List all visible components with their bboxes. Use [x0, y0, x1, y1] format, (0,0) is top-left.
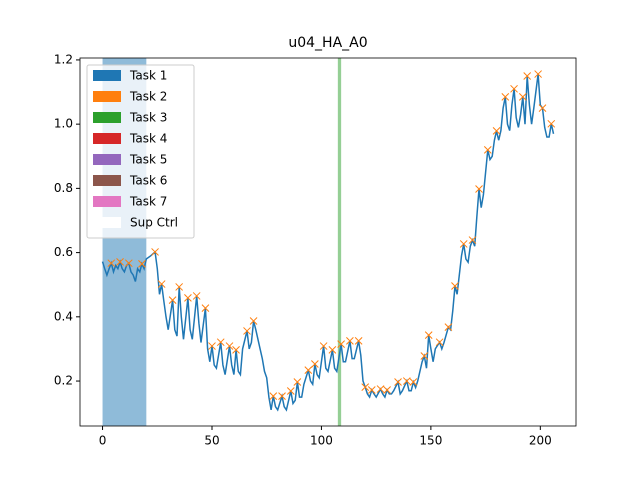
x-marker [492, 127, 501, 135]
x-marker [286, 387, 295, 395]
x-marker [157, 280, 166, 288]
x-marker [444, 323, 453, 331]
x-marker [232, 346, 240, 354]
x-marker [168, 296, 177, 304]
x-marker [501, 93, 510, 101]
x-marker [354, 337, 363, 345]
task-span [337, 58, 342, 426]
legend-label: Task 4 [129, 132, 167, 146]
legend-patch [93, 112, 121, 123]
x-marker [319, 342, 328, 350]
data-line [101, 74, 555, 412]
x-marker [538, 104, 547, 112]
x-marker [420, 352, 429, 360]
x-marker [383, 386, 391, 394]
legend-label: Task 3 [129, 111, 167, 125]
x-marker [459, 240, 468, 248]
x-marker [138, 259, 146, 268]
x-marker [304, 366, 313, 374]
x-marker [534, 70, 542, 78]
x-marker [361, 383, 370, 391]
x-marker [151, 248, 159, 256]
y-tick-label: 1.2 [54, 52, 73, 66]
axes-frame [79, 57, 577, 427]
x-tick-label: 150 [419, 434, 442, 448]
x-marker [243, 327, 251, 335]
x-marker [225, 342, 234, 350]
legend-patch [93, 91, 121, 102]
x-marker [435, 338, 444, 347]
x-marker [293, 378, 302, 386]
y-tick-label: 0.8 [54, 181, 73, 195]
x-marker [278, 392, 286, 400]
x-marker [311, 360, 319, 368]
x-marker [249, 317, 258, 325]
x-marker [451, 282, 459, 290]
y-tick-label: 0.6 [54, 245, 73, 259]
x-marker [124, 259, 133, 268]
x-tick-label: 50 [204, 434, 219, 448]
x-marker [424, 331, 433, 339]
legend-patch [93, 133, 121, 144]
x-marker [394, 378, 402, 386]
x-marker [409, 378, 418, 386]
legend-patch [93, 154, 121, 165]
x-marker [328, 346, 337, 354]
x-marker [184, 294, 192, 302]
legend-box [86, 64, 195, 239]
legend-label: Task 7 [129, 195, 167, 209]
x-marker [523, 72, 532, 80]
x-marker [216, 338, 225, 347]
x-marker [192, 292, 201, 300]
x-marker [116, 258, 124, 266]
x-marker [346, 337, 354, 345]
legend-patch [93, 175, 121, 186]
x-tick-label: 200 [529, 434, 552, 448]
x-marker [208, 342, 216, 350]
legend-label: Task 1 [129, 69, 167, 83]
y-tick-label: 0.4 [54, 309, 73, 323]
legend-label: Task 6 [129, 174, 167, 188]
x-marker [107, 259, 116, 268]
chart-title: u04_HA_A0 [288, 35, 367, 51]
legend-patch [93, 196, 121, 207]
x-marker [475, 185, 483, 193]
x-marker [175, 283, 184, 291]
legend-patch [93, 217, 121, 228]
x-marker [337, 340, 345, 348]
x-marker [269, 392, 278, 400]
y-tick-label: 1.0 [54, 117, 73, 131]
x-marker [376, 385, 385, 393]
x-marker [201, 304, 210, 313]
legend-label: Task 2 [129, 90, 167, 104]
legend-label: Task 5 [129, 153, 167, 167]
x-marker [518, 93, 527, 101]
x-marker [510, 84, 518, 93]
x-marker [483, 145, 492, 154]
y-tick-label: 0.2 [54, 374, 73, 388]
x-tick-label: 100 [310, 434, 333, 448]
legend-label: Sup Ctrl [130, 216, 178, 230]
x-marker [402, 377, 411, 385]
x-marker [547, 119, 556, 128]
legend-patch [93, 70, 121, 81]
x-tick-label: 0 [99, 434, 107, 448]
x-marker [468, 236, 477, 244]
x-marker [367, 386, 376, 394]
